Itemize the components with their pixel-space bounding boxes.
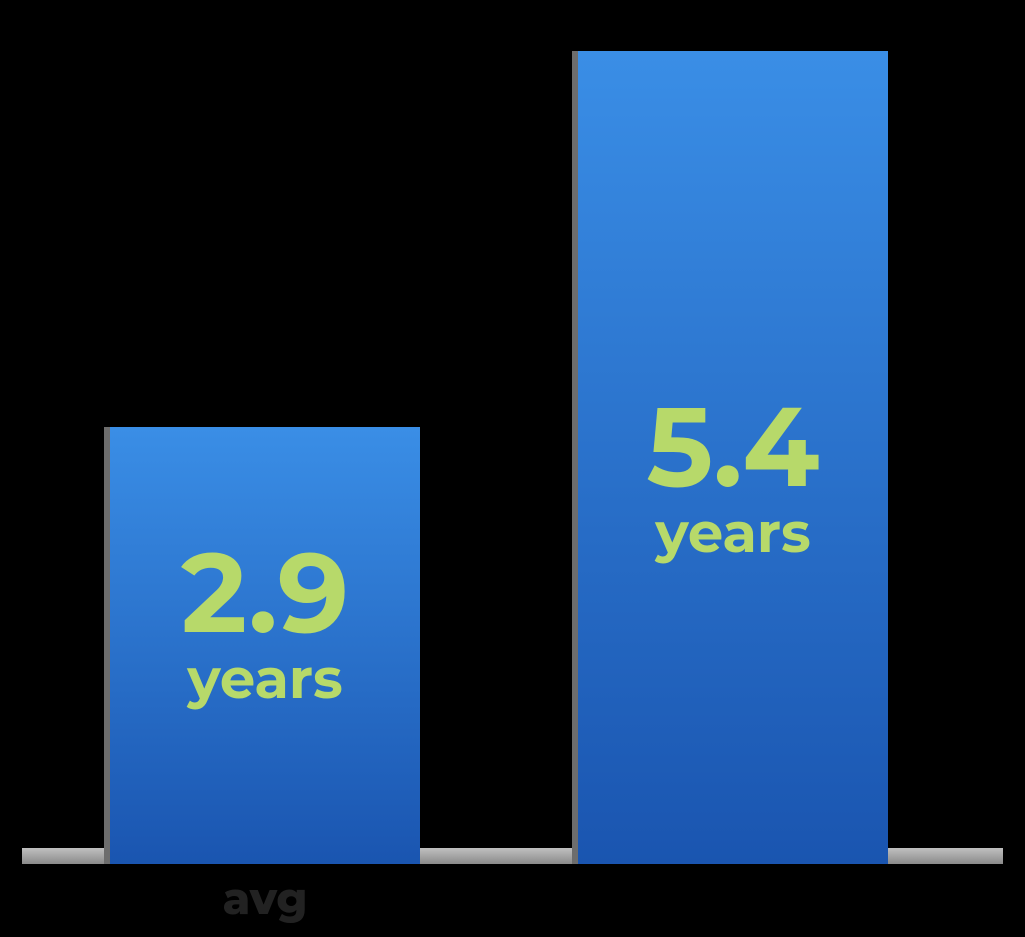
bar-unit-label: years: [110, 651, 420, 707]
bar-unit-label: years: [578, 505, 888, 561]
category-label-avg: avg: [182, 872, 348, 926]
bar-value-label: 2.9: [110, 537, 420, 649]
years-bar-chart: 2.9 years avg 5.4 years: [0, 0, 1025, 937]
bar-second: 5.4 years: [578, 51, 888, 864]
bar-avg: 2.9 years: [110, 427, 420, 864]
bar-value-label: 5.4: [578, 391, 888, 503]
